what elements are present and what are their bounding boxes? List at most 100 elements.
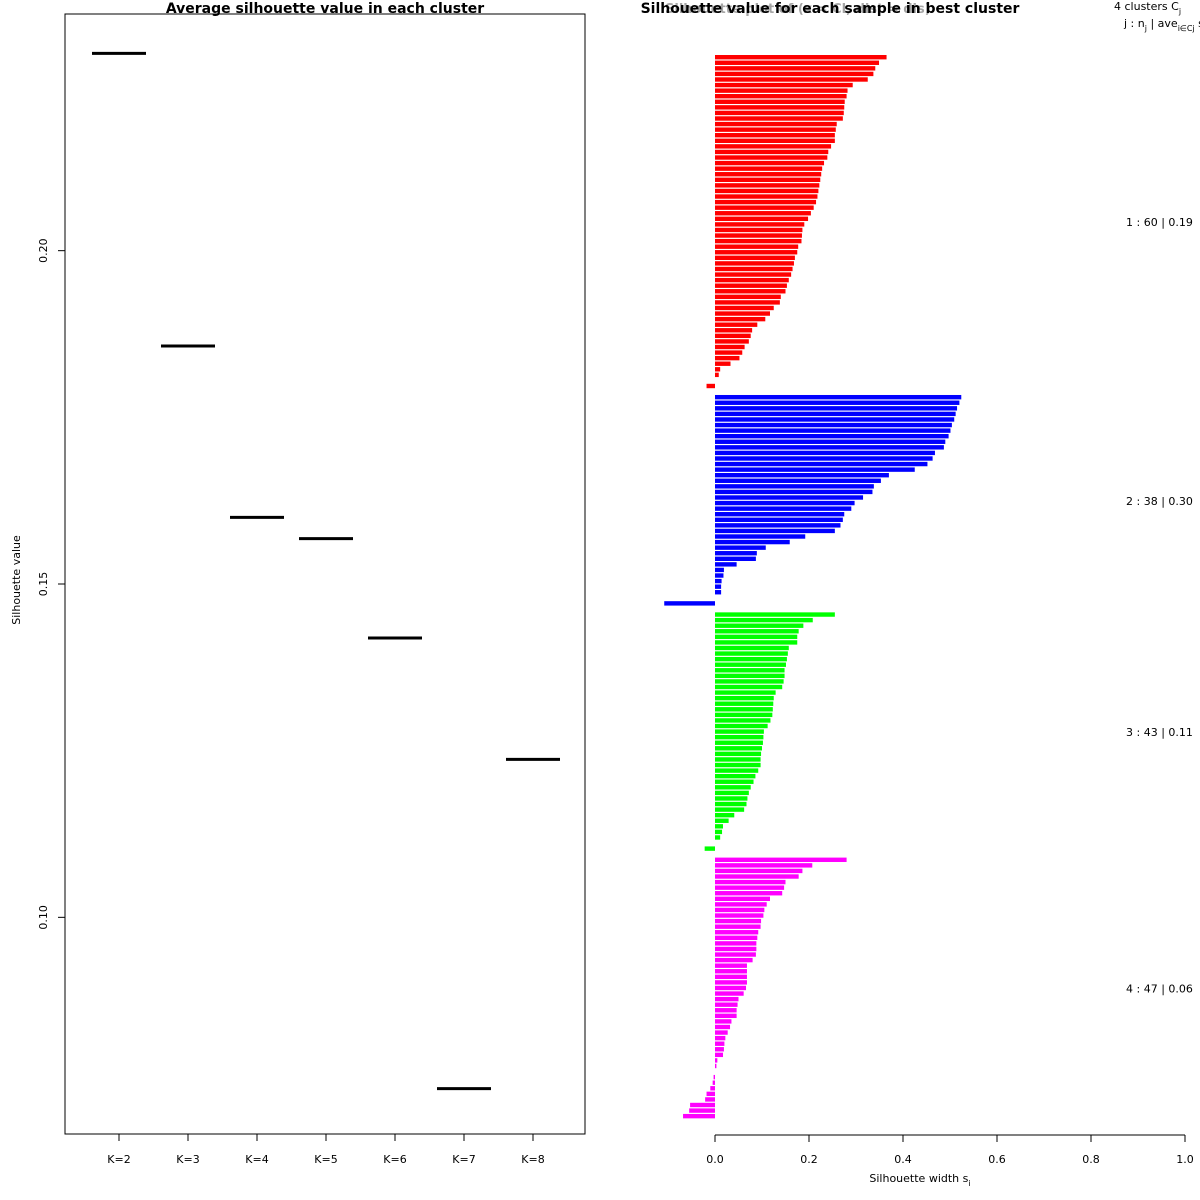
silhouette-bar (715, 333, 751, 339)
silhouette-bar (715, 512, 845, 517)
silhouette-bar (715, 707, 773, 712)
right-data-marks (664, 55, 962, 1119)
silhouette-bar (715, 433, 949, 439)
cluster-summary-labels: 1 : 60 | 0.19 2 : 38 | 0.30 3 : 43 | 0.11 4… (1126, 216, 1193, 995)
silhouette-bar (715, 640, 798, 645)
silhouette-bar (715, 729, 764, 734)
left-y-axis-label: Silhouette value (10, 535, 23, 625)
silhouette-bar (715, 562, 737, 567)
silhouette-bar (715, 322, 758, 327)
silhouette-bar (715, 144, 832, 149)
silhouette-bar (715, 1019, 732, 1024)
silhouette-bar (715, 807, 745, 812)
silhouette-bar (715, 450, 935, 456)
silhouette-bar (715, 205, 814, 210)
silhouette-bar (715, 913, 764, 918)
silhouette-bar (715, 980, 747, 985)
silhouette-bar (715, 71, 874, 77)
silhouette-bar (713, 1074, 715, 1080)
silhouette-bar (715, 896, 770, 902)
silhouette-bar (715, 461, 928, 467)
silhouette-bar (715, 1013, 737, 1019)
silhouette-bar (715, 344, 745, 350)
silhouette-bar (715, 523, 841, 528)
silhouette-bar (715, 121, 837, 127)
silhouette-bar (715, 785, 751, 790)
silhouette-bar (715, 790, 749, 796)
silhouette-bar (715, 957, 753, 963)
left-y-tick-label: 0.20 (37, 238, 50, 263)
silhouette-bar (715, 924, 761, 929)
right-chart-overlap-title: Silhouette plot of (x = Cl, dist = dis) (665, 2, 931, 17)
silhouette-bar (715, 1052, 723, 1058)
silhouette-bar (706, 383, 715, 389)
silhouette-bar (715, 339, 749, 344)
silhouette-bar (715, 55, 887, 60)
silhouette-bar (715, 874, 799, 879)
silhouette-bar (715, 445, 944, 450)
silhouette-bar (715, 116, 843, 121)
silhouette-bar (715, 1058, 718, 1063)
silhouette-bar (715, 946, 757, 952)
silhouette-bar (715, 902, 767, 907)
silhouette-bar (715, 506, 852, 511)
silhouette-bar (715, 829, 723, 835)
silhouette-bar (715, 1047, 724, 1052)
silhouette-bar (715, 985, 747, 991)
silhouette-bar (706, 1091, 715, 1097)
silhouette-bar (715, 629, 799, 634)
silhouette-bar (715, 545, 766, 550)
silhouette-bar (715, 718, 771, 723)
left-x-tick-label: K=7 (452, 1153, 475, 1166)
silhouette-bar (715, 824, 723, 829)
silhouette-bar (715, 311, 770, 316)
silhouette-bar (715, 261, 794, 266)
silhouette-bar (715, 712, 773, 718)
silhouette-bar (715, 400, 960, 405)
silhouette-bar (715, 567, 724, 573)
right-x-axis: 0.0 0.2 0.4 0.6 0.8 1.0 (706, 1134, 1194, 1166)
silhouette-bar (715, 863, 813, 868)
silhouette-bar (715, 941, 757, 946)
silhouette-bar (715, 478, 881, 483)
silhouette-bar (715, 668, 785, 673)
right-x-tick-label: 0.2 (800, 1153, 818, 1166)
silhouette-bar (715, 60, 880, 65)
cluster-summary-label: 4 : 47 | 0.06 (1126, 983, 1193, 996)
silhouette-bar (715, 751, 762, 757)
silhouette-bar (715, 350, 743, 355)
silhouette-bar (715, 166, 823, 171)
silhouette-bar (689, 1108, 715, 1113)
silhouette-bar (715, 634, 798, 640)
left-y-tick-label: 0.10 (37, 905, 50, 930)
silhouette-bar (712, 1080, 715, 1085)
silhouette-bar (715, 857, 847, 862)
silhouette-bar (715, 1024, 731, 1030)
silhouette-bar (664, 601, 715, 606)
silhouette-bar (715, 88, 848, 93)
silhouette-bar (715, 417, 955, 422)
silhouette-bar (715, 305, 774, 311)
silhouette-bar (715, 188, 819, 194)
silhouette-bar (715, 974, 747, 980)
silhouette-bar (715, 1035, 726, 1041)
silhouette-bar (683, 1113, 715, 1119)
silhouette-bar (715, 612, 835, 617)
silhouette-bar (715, 679, 784, 684)
silhouette-bar (715, 411, 956, 417)
silhouette-bar (715, 1063, 717, 1069)
silhouette-bar (715, 891, 783, 896)
silhouette-bar (715, 996, 739, 1002)
silhouette-bar (715, 835, 721, 840)
left-x-tick-label: K=4 (245, 1153, 268, 1166)
silhouette-bar (715, 300, 780, 305)
silhouette-bar (715, 394, 962, 400)
left-x-tick-label: K=3 (176, 1153, 199, 1166)
avg-silhouette-panel: Average silhouette value in each cluster… (10, 1, 586, 1166)
cluster-summary-label: 2 : 38 | 0.30 (1126, 495, 1193, 508)
silhouette-bar (715, 528, 835, 534)
silhouette-bar (715, 272, 792, 277)
silhouette-bar (715, 456, 933, 461)
silhouette-bar (715, 484, 874, 489)
